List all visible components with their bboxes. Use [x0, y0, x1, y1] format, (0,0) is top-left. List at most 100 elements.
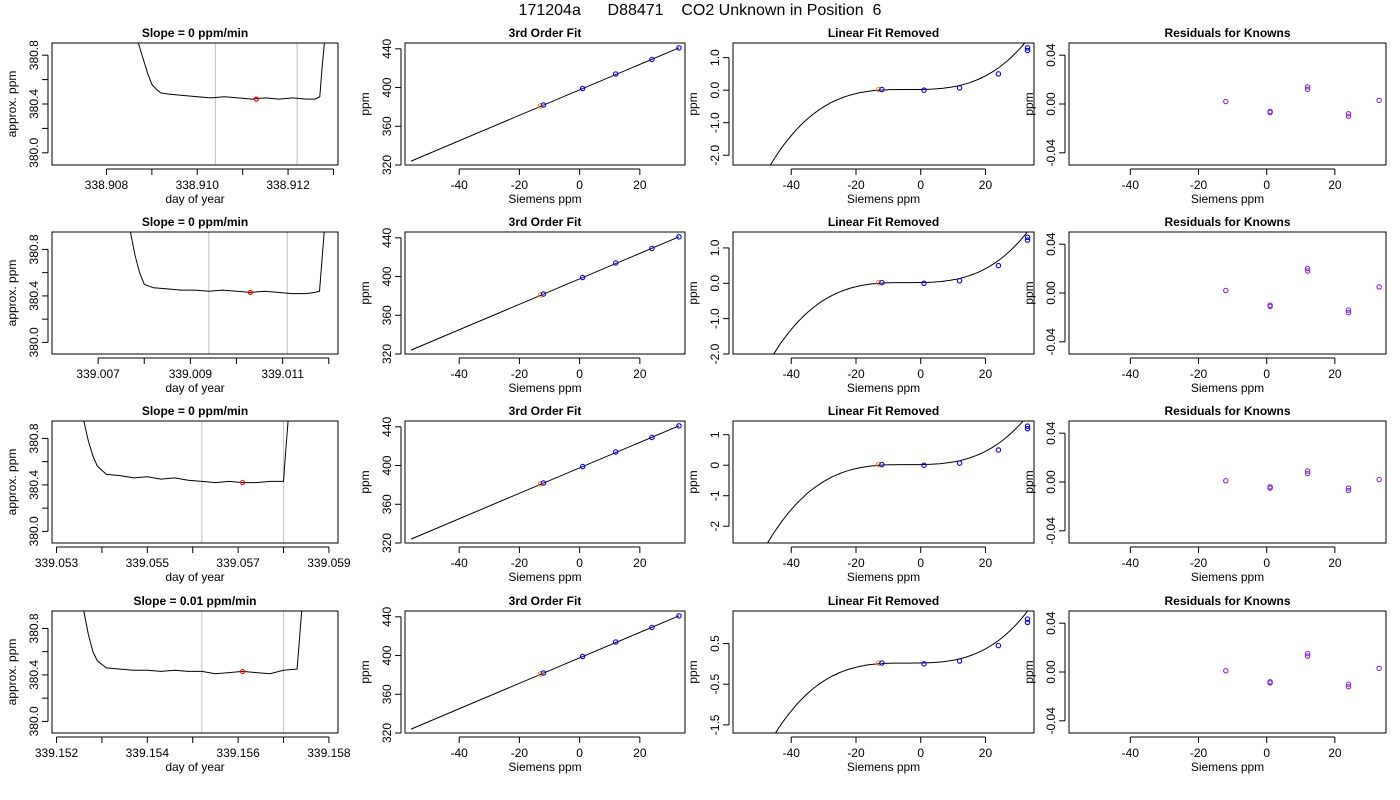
x-tick-label: 20 [1328, 556, 1342, 570]
fit-line [410, 615, 680, 730]
panel-title: Linear Fit Removed [828, 215, 939, 229]
data-point [1376, 284, 1382, 290]
panel-1-4: Residuals for Knowns -40 -20 0 20 Siemens ppm… [1022, 26, 1387, 206]
x-tick-label: -40 [783, 367, 801, 381]
y-axis-label: ppm [1022, 470, 1036, 493]
data-point [1267, 484, 1273, 490]
panel-title: Linear Fit Removed [828, 404, 939, 418]
y-axis-label: ppm [1022, 660, 1036, 683]
co2-trace-line [83, 611, 303, 675]
x-tick-label: 20 [1328, 746, 1342, 760]
y-tick-label: -1.0 [708, 308, 722, 329]
mean-marker-point [240, 479, 246, 486]
x-tick-label: -40 [783, 746, 801, 760]
mean-marker-point [240, 668, 246, 675]
y-tick-label: 0.00 [1044, 92, 1058, 116]
data-point [1024, 234, 1031, 241]
data-point [1304, 265, 1311, 272]
y-axis-label: approx. ppm [5, 260, 19, 327]
x-tick-label: 0 [576, 178, 583, 192]
panel-title: 3rd Order Fit [509, 215, 582, 229]
data-point [1345, 309, 1352, 316]
panel-title: Residuals for Knowns [1164, 404, 1290, 418]
x-tick-label: 20 [633, 746, 647, 760]
x-tick-label: 339.011 [261, 367, 304, 381]
data-point [540, 480, 547, 486]
x-tick-label: 0 [576, 746, 583, 760]
plot-area [83, 421, 289, 543]
plot-frame [1068, 610, 1387, 734]
data-point [1345, 307, 1352, 313]
x-axis-label: Siemens ppm [847, 760, 920, 774]
x-tick-label: 20 [1328, 367, 1342, 381]
x-tick-label: -40 [1122, 746, 1140, 760]
data-point [537, 671, 544, 677]
y-tick-label: 400 [380, 266, 394, 286]
data-point [537, 481, 544, 487]
panel-2-1: Slope = 0 ppm/min 339.007 339.009 339.011 da… [5, 215, 339, 395]
fit-line [410, 236, 680, 351]
plot-area [410, 45, 682, 162]
y-tick-label: -0.04 [1044, 517, 1058, 545]
x-tick-label: 339.055 [126, 556, 170, 570]
y-tick-label: 320 [380, 344, 394, 364]
y-tick-label: 440 [380, 227, 394, 247]
x-tick-label: -20 [1190, 367, 1208, 381]
x-axis-label: day of year [165, 570, 224, 584]
y-axis-label: ppm [686, 92, 700, 115]
y-tick-label: -0.5 [708, 674, 722, 695]
data-point [1267, 679, 1273, 685]
x-axis-label: Siemens ppm [508, 760, 581, 774]
data-point [1304, 86, 1311, 93]
x-axis-label: Siemens ppm [508, 570, 581, 584]
y-axis-label: ppm [686, 660, 700, 683]
data-point [579, 653, 586, 660]
data-point [1376, 476, 1382, 483]
plot-frame [1068, 231, 1387, 355]
y-tick-label: 0.00 [1044, 660, 1058, 684]
y-axis-label: ppm [686, 281, 700, 304]
fit-line [410, 425, 680, 540]
x-axis-label: day of year [165, 381, 224, 395]
panel-1-1: Slope = 0 ppm/min 338.908 338.910 338.912 da… [5, 26, 339, 206]
plot-frame [732, 420, 1035, 544]
x-tick-label: -40 [1122, 556, 1140, 570]
panel-3-4: Residuals for Knowns -40 -20 0 20 Siemens ppm… [1022, 404, 1387, 584]
fit-line [410, 47, 680, 162]
y-tick-label: 0.04 [1044, 611, 1058, 635]
y-tick-label: 380.8 [27, 234, 41, 264]
y-axis-label: ppm [1022, 92, 1036, 115]
y-tick-label: 0.5 [708, 635, 722, 652]
plot-area [137, 43, 325, 165]
plot-area [1223, 265, 1382, 316]
data-point [1304, 653, 1311, 659]
data-point [1024, 47, 1031, 54]
x-tick-label: -40 [783, 178, 801, 192]
data-point [1345, 111, 1352, 117]
x-tick-label: 339.154 [126, 746, 170, 760]
x-tick-label: -20 [511, 367, 529, 381]
y-tick-label: -1 [708, 490, 722, 501]
data-point [1223, 478, 1229, 484]
x-tick-label: 339.059 [307, 556, 351, 570]
panel-title: 3rd Order Fit [509, 594, 582, 608]
plot-area [774, 611, 1031, 733]
co2-trace-line [129, 232, 325, 295]
x-tick-label: 339.009 [169, 367, 213, 381]
x-tick-label: 20 [1328, 178, 1342, 192]
data-point [1223, 668, 1229, 674]
data-point [1024, 423, 1031, 429]
panel-2-4: Residuals for Knowns -40 -20 0 20 Siemens ppm… [1022, 215, 1387, 395]
data-point [921, 661, 927, 667]
data-point [1267, 302, 1273, 308]
data-point [879, 86, 885, 93]
data-point [956, 658, 963, 664]
x-tick-label: 0 [917, 178, 924, 192]
panel-title: Slope = 0 ppm/min [142, 404, 248, 418]
data-point [1304, 468, 1311, 474]
y-tick-label: -2.0 [708, 145, 722, 166]
plot-area [766, 421, 1031, 543]
data-point [1345, 485, 1352, 491]
x-tick-label: 20 [979, 178, 993, 192]
y-tick-label: 360 [380, 305, 394, 325]
